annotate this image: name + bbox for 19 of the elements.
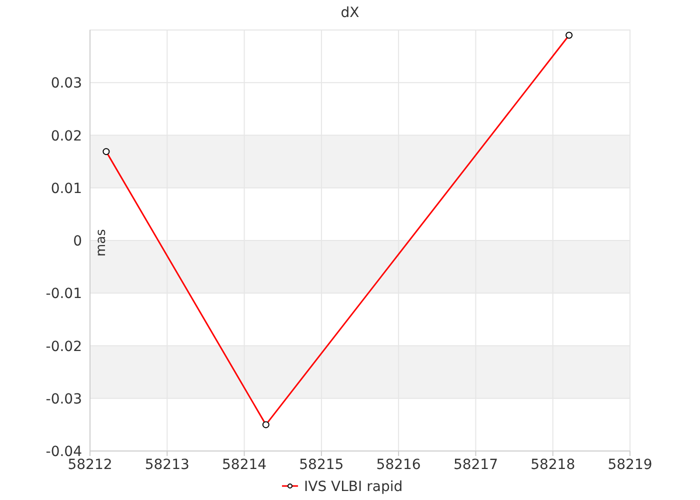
chart-title: dX	[340, 5, 360, 21]
x-tick-label: 58212	[68, 457, 112, 473]
y-tick-label: 0	[73, 234, 82, 250]
y-tick-label: 0.02	[50, 128, 82, 144]
y-tick-label: -0.01	[46, 286, 82, 302]
y-tick-label: 0.03	[50, 76, 82, 92]
x-tick-label: 58218	[530, 457, 576, 473]
x-tick-label: 58214	[222, 457, 267, 473]
x-tick-label: 58219	[608, 457, 652, 473]
x-tick-label: 58216	[376, 457, 421, 473]
x-tick-label: 58213	[144, 457, 190, 473]
y-tick-label: -0.04	[46, 444, 82, 460]
y-tick-label: -0.03	[46, 391, 82, 408]
x-tick-label: 58215	[299, 457, 344, 473]
y-axis-title: mas	[94, 228, 109, 256]
y-tick-label: 0.01	[50, 180, 82, 197]
y-tick-label: -0.02	[46, 338, 82, 355]
x-tick-label: 58217	[453, 457, 498, 473]
legend-label: IVS VLBI rapid	[304, 479, 403, 495]
